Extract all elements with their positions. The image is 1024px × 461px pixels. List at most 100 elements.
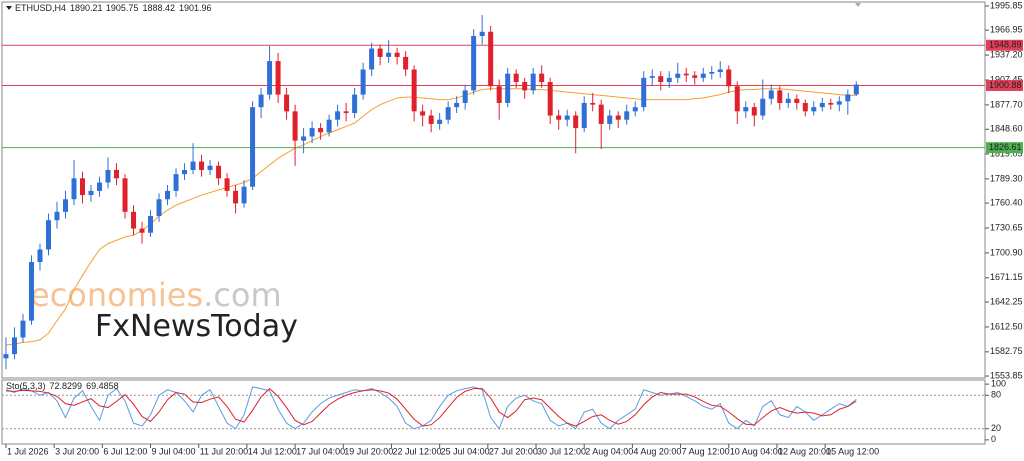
candle-body — [479, 31, 485, 36]
candle-body — [360, 69, 366, 95]
level-label: 1900.88 — [989, 80, 1022, 90]
y-tick-label: 1700.90 — [990, 247, 1023, 257]
candle-body — [649, 76, 655, 78]
candle-body — [394, 52, 400, 57]
scroll-marker — [855, 3, 861, 7]
candle-body — [471, 35, 477, 91]
candle-body — [233, 190, 239, 204]
candle-body — [284, 94, 290, 112]
stochastic-panel — [1, 379, 986, 445]
candle-body — [199, 161, 205, 170]
candle-body — [275, 61, 281, 95]
x-tick-label: 1 Jul 2026 — [7, 446, 49, 456]
candle-body — [692, 75, 698, 78]
level-box — [986, 142, 1023, 154]
x-tick-label: 2 Aug 04:00 — [585, 446, 633, 456]
moving-average — [5, 88, 857, 346]
candle-body — [79, 178, 85, 196]
stoch-name: Sto(5,3,3) — [6, 381, 46, 391]
candle-body — [62, 199, 68, 212]
candle-body — [131, 211, 137, 229]
stochastic-line — [5, 387, 857, 427]
level-label: 1948.89 — [989, 40, 1022, 50]
stoch-title: Sto(5,3,3) 72.8299 69.4858 — [6, 381, 119, 391]
candle-body — [530, 73, 536, 91]
candle-body — [45, 220, 51, 250]
candle-body — [522, 82, 528, 91]
y-tick-label: 1730.65 — [990, 222, 1023, 232]
candle-body — [743, 107, 749, 112]
candle-body — [768, 90, 774, 99]
stoch-value: 69.4858 — [86, 381, 119, 391]
candle-body — [54, 211, 60, 221]
candle-body — [343, 111, 349, 114]
candle-body — [105, 169, 111, 183]
candle-body — [165, 190, 171, 200]
candle-body — [641, 77, 647, 108]
candle-body — [675, 73, 681, 78]
candle-body — [513, 73, 519, 83]
candle-body — [836, 101, 842, 105]
x-tick-label: 30 Jul 12:00 — [537, 446, 586, 456]
candle-body — [216, 165, 222, 179]
candle-body — [352, 94, 358, 114]
candle-body — [309, 128, 315, 137]
candle-body — [717, 69, 723, 72]
y-tick-label: 1642.25 — [990, 296, 1023, 306]
candle-body — [437, 119, 443, 124]
candle-body — [564, 115, 570, 120]
candle-body — [488, 31, 494, 87]
y-tick-label: 1907.45 — [990, 74, 1023, 84]
header-low: 1888.42 — [142, 3, 175, 13]
candle-body — [598, 104, 604, 124]
y-tick-label: 1671.15 — [990, 272, 1023, 282]
y-tick-label: 1966.95 — [990, 25, 1023, 35]
watermark: economies.com — [30, 276, 282, 314]
y-tick-label: 1582.75 — [990, 346, 1023, 356]
candle-body — [28, 262, 34, 321]
header-close: 1901.96 — [179, 3, 212, 13]
candle-body — [241, 186, 247, 204]
candle-body — [751, 107, 757, 116]
x-tick-label: 6 Jul 12:00 — [103, 446, 147, 456]
candle-body — [615, 115, 621, 120]
candle-body — [148, 215, 154, 233]
watermark-second: FxNewsToday — [95, 309, 298, 344]
x-tick-label: 15 Aug 12:00 — [826, 446, 879, 456]
candle-body — [445, 107, 451, 120]
candle-body — [403, 56, 409, 70]
candle-body — [335, 111, 341, 120]
candle-body — [301, 136, 307, 141]
candle-body — [539, 73, 545, 83]
x-tick-label: 4 Aug 20:00 — [633, 446, 681, 456]
x-tick-label: 25 Jul 04:00 — [441, 446, 490, 456]
candle-body — [590, 102, 596, 105]
candle-body — [258, 94, 264, 108]
y-tick-label: 1553.85 — [990, 370, 1023, 380]
watermark-brand: economies — [30, 276, 203, 314]
candle-body — [173, 174, 179, 191]
candle-body — [845, 94, 851, 102]
candle-body — [37, 249, 43, 263]
candle-body — [573, 115, 579, 129]
y-tick-label: 1760.40 — [990, 197, 1023, 207]
candle-body — [369, 48, 375, 70]
x-tick-label: 11 Jul 20:00 — [200, 446, 248, 456]
candle-body — [496, 86, 502, 103]
candle-body — [224, 178, 230, 191]
candle-body — [428, 115, 434, 124]
x-tick-label: 22 Jul 12:00 — [392, 446, 441, 456]
candle-body — [802, 102, 808, 112]
candle-body — [726, 69, 732, 87]
candle-body — [114, 169, 120, 179]
x-tick-label: 10 Aug 04:00 — [730, 446, 783, 456]
candle-body — [207, 165, 213, 170]
candle-body — [734, 86, 740, 112]
candle-body — [700, 73, 706, 78]
candle-body — [122, 178, 128, 212]
candle-body — [97, 182, 103, 191]
header-high: 1905.75 — [106, 3, 139, 13]
candle-body — [318, 128, 324, 133]
candle-body — [547, 82, 553, 116]
